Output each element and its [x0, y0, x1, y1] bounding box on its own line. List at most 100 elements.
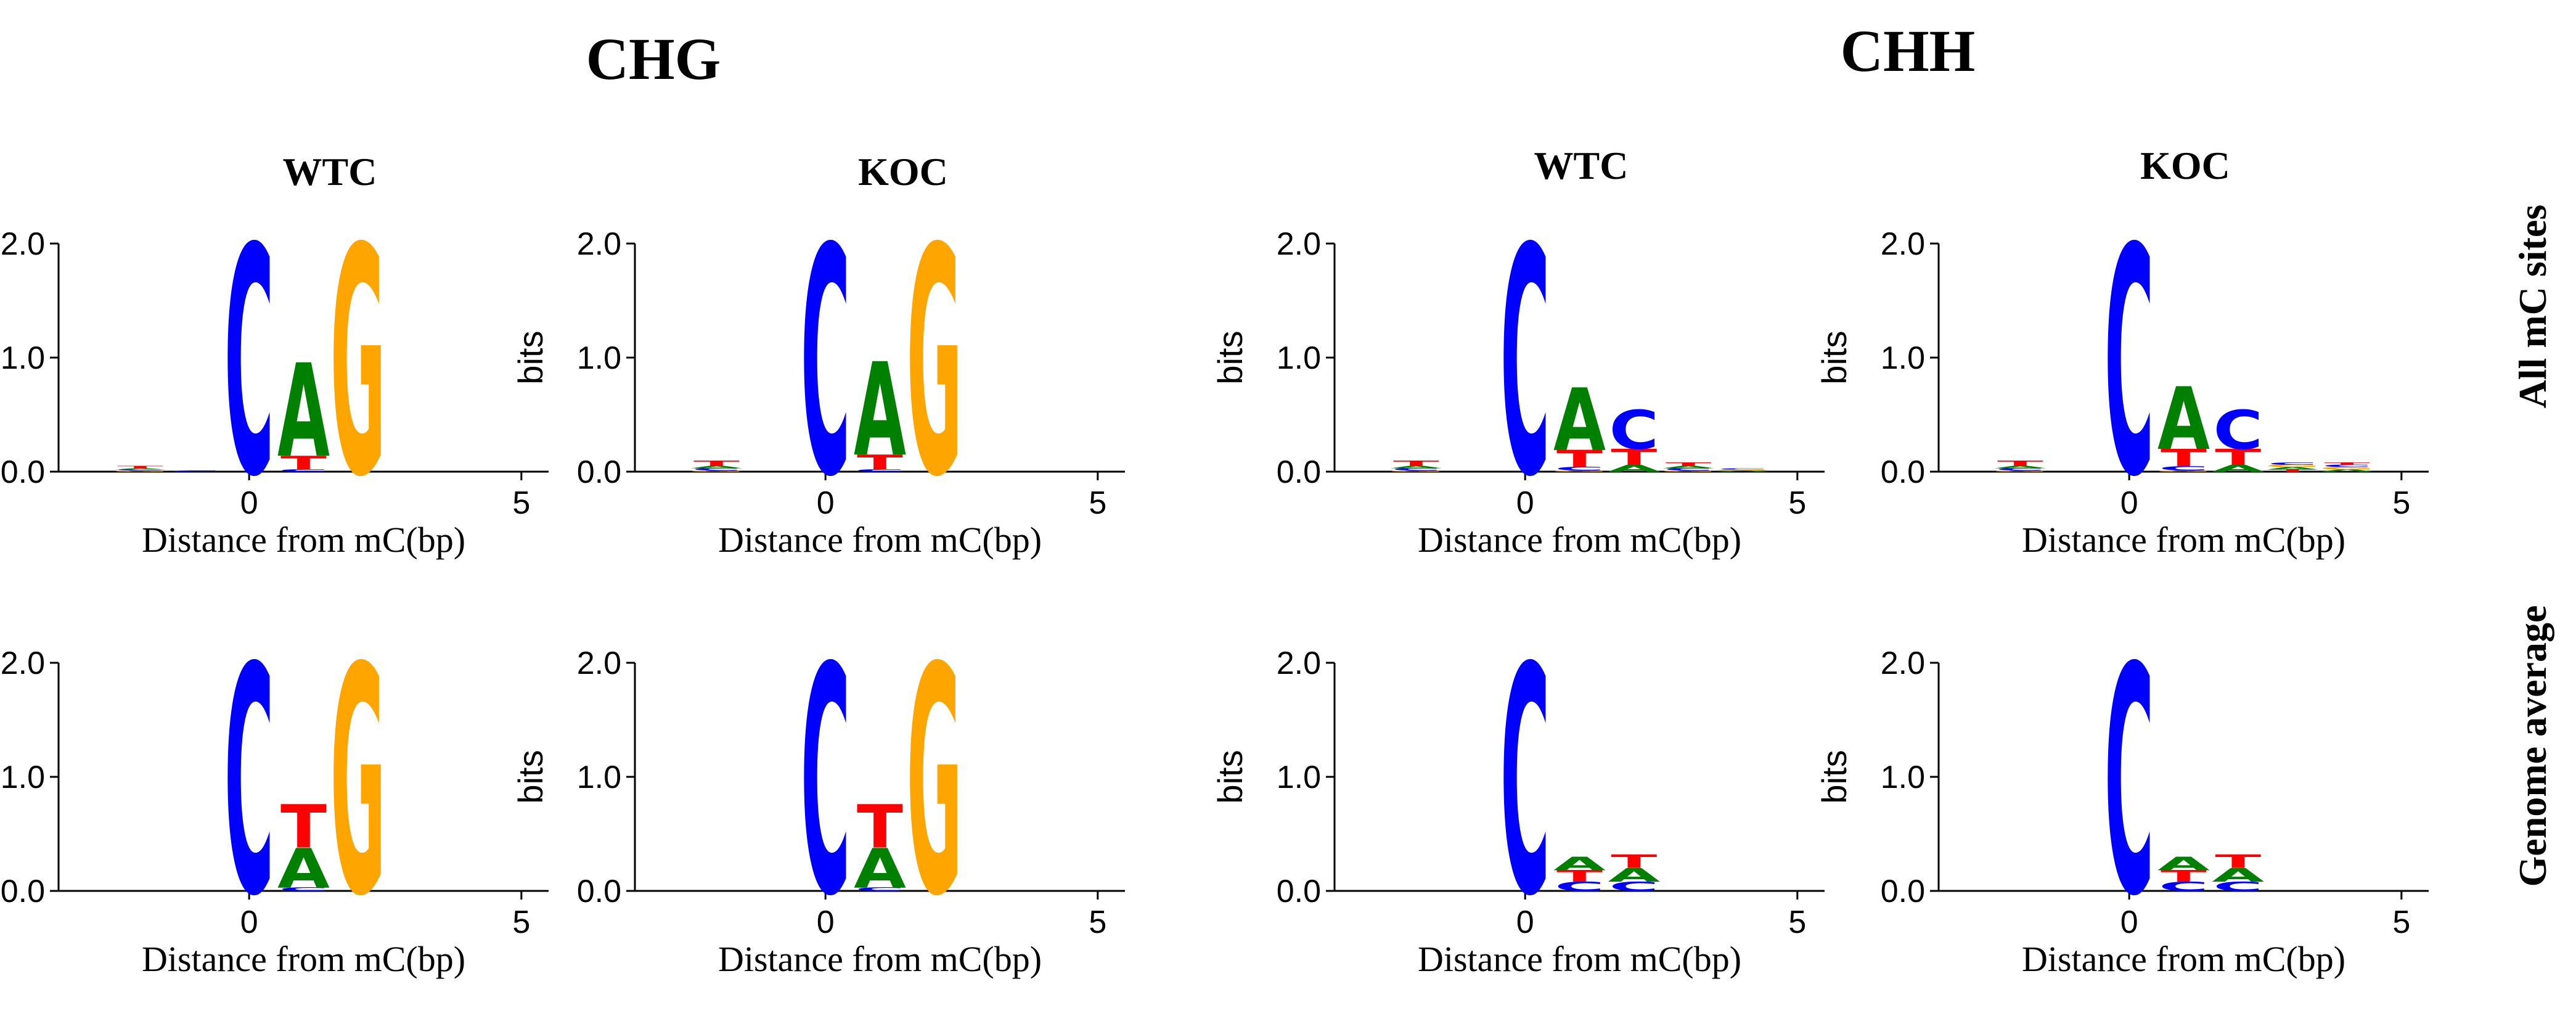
y-tick-label: 2.0: [1881, 226, 1925, 262]
x-axis-label: Distance from mC(bp): [142, 520, 465, 560]
logo-letter-C: C: [2214, 879, 2263, 894]
x-tick-label: 0: [240, 485, 258, 521]
logo-letter-C: C: [2322, 464, 2372, 468]
x-tick-label: 0: [817, 485, 835, 521]
logo-letter-C: C: [1555, 879, 1605, 894]
logo-letter-C: C: [170, 470, 220, 472]
x-tick-label: 5: [1089, 485, 1106, 521]
header-wtc-chh: WTC: [1534, 144, 1629, 187]
logo-letter-C: C: [1609, 879, 1659, 894]
logo-letter-T: T: [2161, 445, 2207, 472]
logo-letter-A: A: [2212, 864, 2264, 886]
logo-letter-C: C: [224, 602, 274, 965]
y-tick-label: 1.0: [1881, 340, 1925, 376]
logo-letter-T: T: [1393, 459, 1439, 468]
logo-letter-C: C: [2214, 400, 2263, 462]
x-axis-label: Distance from mC(bp): [718, 520, 1042, 560]
y-tick-label: 1.0: [1881, 760, 1925, 795]
x-tick-label: 0: [817, 904, 835, 940]
logo-letter-T: T: [857, 793, 903, 862]
logo-letter-A: A: [1662, 465, 1715, 469]
x-tick-label: 5: [2392, 904, 2410, 940]
logo-letter-G: G: [112, 470, 168, 472]
logo-letter-G: G: [330, 602, 386, 965]
x-tick-label: 5: [512, 485, 530, 521]
logo-letter-C: C: [2104, 602, 2154, 965]
logo-letter-A: A: [690, 465, 743, 469]
logo-letter-C: C: [1664, 468, 1714, 472]
logo-letter-A: A: [1390, 465, 1442, 469]
logo-letter-C: C: [692, 468, 742, 472]
logo-letter-C: C: [1995, 468, 2045, 472]
logo-letter-C: C: [855, 469, 905, 472]
row-label-genome-average: Genome average: [2511, 605, 2554, 887]
logo-letter-T: T: [1997, 459, 2043, 468]
logo-letter-G: G: [907, 602, 962, 965]
logo-letter-G: G: [2156, 470, 2211, 472]
y-tick-label: 0.0: [1881, 454, 1925, 490]
header-chg: CHG: [586, 26, 721, 92]
logo-letter-C: C: [1555, 466, 1605, 472]
x-tick-label: 0: [2120, 485, 2138, 521]
y-tick-label: 1.0: [1, 340, 45, 376]
x-tick-label: 0: [1516, 485, 1534, 521]
logo-letter-C: C: [2159, 879, 2209, 894]
logo-letter-A: A: [1553, 371, 1606, 470]
y-tick-label: 2.0: [1277, 226, 1321, 262]
header-chh: CHH: [1841, 18, 1976, 84]
logo-letter-A: A: [114, 468, 166, 470]
logo-letter-G: G: [1661, 470, 1716, 472]
logo-letter-A: A: [2157, 853, 2210, 875]
y-axis-label: bits: [511, 750, 550, 803]
x-axis-label: Distance from mC(bp): [142, 939, 465, 979]
logo-letter-C: C: [279, 469, 329, 472]
logo-letter-A: A: [1608, 864, 1660, 886]
logo-letter-A: A: [1994, 465, 2046, 469]
logo-letter-C: C: [279, 887, 329, 892]
y-tick-label: 0.0: [1, 454, 45, 490]
header-wtc-chg: WTC: [283, 150, 377, 194]
x-tick-label: 5: [1788, 485, 1806, 521]
logo-letter-T: T: [2270, 469, 2316, 472]
y-tick-label: 1.0: [577, 760, 621, 795]
logo-letter-T: T: [1666, 462, 1712, 467]
y-tick-label: 0.0: [577, 874, 621, 909]
y-tick-label: 1.0: [1277, 340, 1321, 376]
logo-letter-C: C: [1500, 602, 1550, 965]
logo-letter-G: G: [907, 182, 962, 546]
y-tick-label: 0.0: [1, 874, 45, 909]
y-tick-label: 2.0: [1, 226, 45, 262]
logo-letter-T: T: [1611, 445, 1657, 470]
y-tick-label: 0.0: [1277, 874, 1321, 909]
y-tick-label: 2.0: [1277, 646, 1321, 681]
logo-letter-C: C: [801, 602, 851, 965]
x-tick-label: 0: [240, 904, 258, 940]
y-tick-label: 2.0: [577, 226, 621, 262]
y-tick-label: 2.0: [577, 646, 621, 681]
logo-letter-A: A: [2212, 463, 2264, 474]
logo-letter-C: C: [1718, 468, 1768, 470]
y-axis-label: bits: [511, 330, 550, 384]
logo-letter-A: A: [277, 338, 330, 486]
y-tick-label: 0.0: [1277, 454, 1321, 490]
logo-letter-C: C: [1500, 182, 1550, 546]
logo-letter-C: C: [115, 469, 165, 471]
x-tick-label: 5: [2392, 485, 2410, 521]
logo-letter-G: G: [2265, 464, 2320, 468]
logo-letter-A: A: [1553, 853, 1606, 875]
header-koc-chg: KOC: [858, 150, 948, 194]
logo-letter-T: T: [280, 793, 327, 862]
y-tick-label: 2.0: [1881, 646, 1925, 681]
logo-letter-C: C: [2268, 462, 2318, 465]
logo-letter-A: A: [2157, 369, 2210, 469]
logo-letter-T: T: [1611, 851, 1657, 872]
x-axis-label: Distance from mC(bp): [2022, 520, 2345, 560]
logo-letter-C: C: [855, 887, 905, 892]
y-axis-label: bits: [1815, 330, 1854, 384]
x-tick-label: 5: [1788, 904, 1806, 940]
logo-letter-A: A: [2321, 469, 2373, 472]
